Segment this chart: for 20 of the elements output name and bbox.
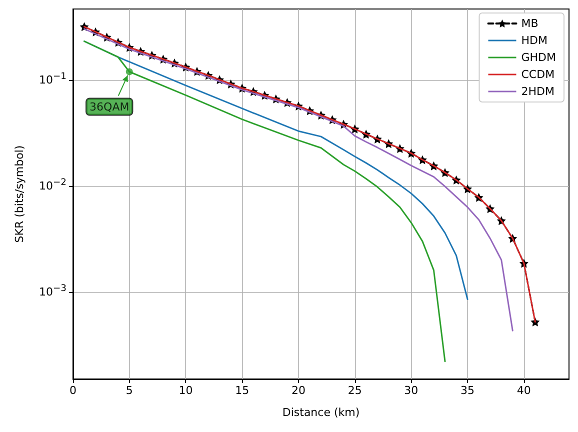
y-tick-label: 10$^{−3}$ <box>39 282 66 298</box>
x-tick-label: 20 <box>291 384 306 397</box>
x-axis-title: Distance (km) <box>282 406 360 419</box>
x-tick-label: 10 <box>178 384 193 397</box>
x-tick-label: 30 <box>404 384 418 397</box>
legend-label: CCDM <box>521 68 555 81</box>
annotation: 36QAM <box>90 100 130 114</box>
y-tick-label: 10$^{−1}$ <box>39 71 66 87</box>
legend-label: MB <box>521 17 538 30</box>
legend-label: GHDM <box>521 51 556 64</box>
x-tick-label: 5 <box>126 384 133 397</box>
legend-label: 2HDM <box>521 85 554 98</box>
x-tick-label: 35 <box>460 384 475 397</box>
x-tick-label: 15 <box>235 384 250 397</box>
y-axis-title: SKR (bits/symbol) <box>13 145 26 243</box>
x-tick-label: 40 <box>516 384 531 397</box>
x-tick-label: 0 <box>70 384 76 397</box>
y-tick-label: 10$^{−2}$ <box>39 176 66 193</box>
x-tick-label: 25 <box>348 384 362 397</box>
legend-label: HDM <box>521 34 548 47</box>
